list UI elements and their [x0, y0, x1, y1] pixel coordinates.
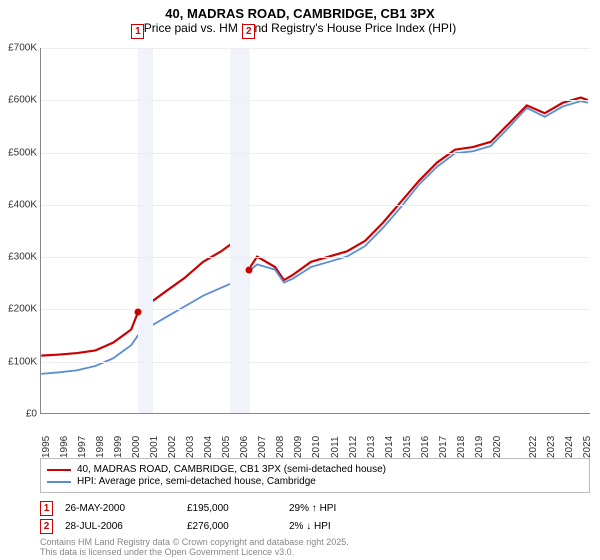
x-axis-label: 2016: [420, 436, 431, 458]
y-axis-label: £400K: [1, 199, 37, 210]
x-axis-label: 2008: [275, 436, 286, 458]
x-axis-label: 2000: [131, 436, 142, 458]
sale-row-price: £195,000: [187, 503, 277, 514]
legend-swatch: [47, 481, 71, 483]
x-axis-label: 2012: [348, 436, 359, 458]
y-axis-label: £600K: [1, 95, 37, 106]
x-axis-label: 2013: [366, 436, 377, 458]
x-axis-label: 2002: [167, 436, 178, 458]
title-block: 40, MADRAS ROAD, CAMBRIDGE, CB1 3PX Pric…: [0, 0, 600, 37]
sale-marker-dot: [246, 266, 253, 273]
sale-marker-box: 2: [242, 24, 255, 39]
x-axis-label: 2011: [330, 436, 341, 458]
grid-line: [41, 257, 590, 258]
x-axis-label: 2022: [528, 436, 539, 458]
sale-row-pct: 2% ↓ HPI: [289, 521, 379, 532]
sale-row-date: 28-JUL-2006: [65, 521, 175, 532]
sale-row-marker: 2: [40, 519, 53, 534]
sale-row-date: 26-MAY-2000: [65, 503, 175, 514]
x-axis-label: 2010: [311, 436, 322, 458]
grid-line: [41, 153, 590, 154]
shaded-band: [230, 48, 250, 413]
legend-item: 40, MADRAS ROAD, CAMBRIDGE, CB1 3PX (sem…: [47, 464, 583, 475]
x-axis-label: 2009: [293, 436, 304, 458]
x-axis-label: 2024: [564, 436, 575, 458]
x-axis-label: 2007: [257, 436, 268, 458]
x-axis-label: 2020: [492, 436, 503, 458]
sale-marker-dot: [135, 309, 142, 316]
series-line: [41, 98, 588, 356]
x-axis-label: 1995: [41, 436, 52, 458]
legend-label: HPI: Average price, semi-detached house,…: [77, 476, 316, 487]
chart-lines-svg: [41, 48, 590, 413]
legend-item: HPI: Average price, semi-detached house,…: [47, 476, 583, 487]
sale-row: 1 26-MAY-2000 £195,000 29% ↑ HPI: [40, 501, 590, 516]
x-axis-label: 2017: [438, 436, 449, 458]
sale-row-price: £276,000: [187, 521, 277, 532]
y-axis-label: £0: [1, 409, 37, 420]
chart-plot-area: £0£100K£200K£300K£400K£500K£600K£700K199…: [40, 48, 590, 414]
x-axis-label: 2006: [239, 436, 250, 458]
sale-row-pct: 29% ↑ HPI: [289, 503, 379, 514]
x-axis-label: 1997: [77, 436, 88, 458]
x-axis-label: 1996: [59, 436, 70, 458]
x-axis-label: 2018: [456, 436, 467, 458]
x-axis-label: 2023: [546, 436, 557, 458]
legend-swatch: [47, 469, 71, 471]
shaded-band: [138, 48, 152, 413]
x-axis-label: 2001: [149, 436, 160, 458]
y-axis-label: £300K: [1, 252, 37, 263]
grid-line: [41, 205, 590, 206]
grid-line: [41, 100, 590, 101]
footer-line2: This data is licensed under the Open Gov…: [40, 548, 349, 558]
chart-container: 40, MADRAS ROAD, CAMBRIDGE, CB1 3PX Pric…: [0, 0, 600, 560]
x-axis-label: 1998: [95, 436, 106, 458]
y-axis-label: £200K: [1, 304, 37, 315]
series-line: [41, 101, 588, 374]
sales-table: 1 26-MAY-2000 £195,000 29% ↑ HPI 2 28-JUL-200…: [40, 498, 590, 537]
title-subtitle: Price paid vs. HM Land Registry's House …: [0, 21, 600, 35]
grid-line: [41, 362, 590, 363]
y-axis-label: £100K: [1, 356, 37, 367]
sale-row-marker: 1: [40, 501, 53, 516]
x-axis-label: 2025: [582, 436, 593, 458]
y-axis-label: £500K: [1, 147, 37, 158]
x-axis-label: 2004: [203, 436, 214, 458]
x-axis-label: 2003: [185, 436, 196, 458]
legend-label: 40, MADRAS ROAD, CAMBRIDGE, CB1 3PX (sem…: [77, 464, 386, 475]
footer-attribution: Contains HM Land Registry data © Crown c…: [40, 538, 349, 558]
grid-line: [41, 48, 590, 49]
x-axis-label: 2015: [402, 436, 413, 458]
sale-row: 2 28-JUL-2006 £276,000 2% ↓ HPI: [40, 519, 590, 534]
title-address: 40, MADRAS ROAD, CAMBRIDGE, CB1 3PX: [0, 6, 600, 21]
x-axis-label: 2019: [474, 436, 485, 458]
x-axis-label: 2014: [384, 436, 395, 458]
y-axis-label: £700K: [1, 43, 37, 54]
x-axis-label: 2005: [221, 436, 232, 458]
grid-line: [41, 309, 590, 310]
sale-marker-box: 1: [131, 24, 144, 39]
legend-box: 40, MADRAS ROAD, CAMBRIDGE, CB1 3PX (sem…: [40, 458, 590, 493]
x-axis-label: 1999: [113, 436, 124, 458]
